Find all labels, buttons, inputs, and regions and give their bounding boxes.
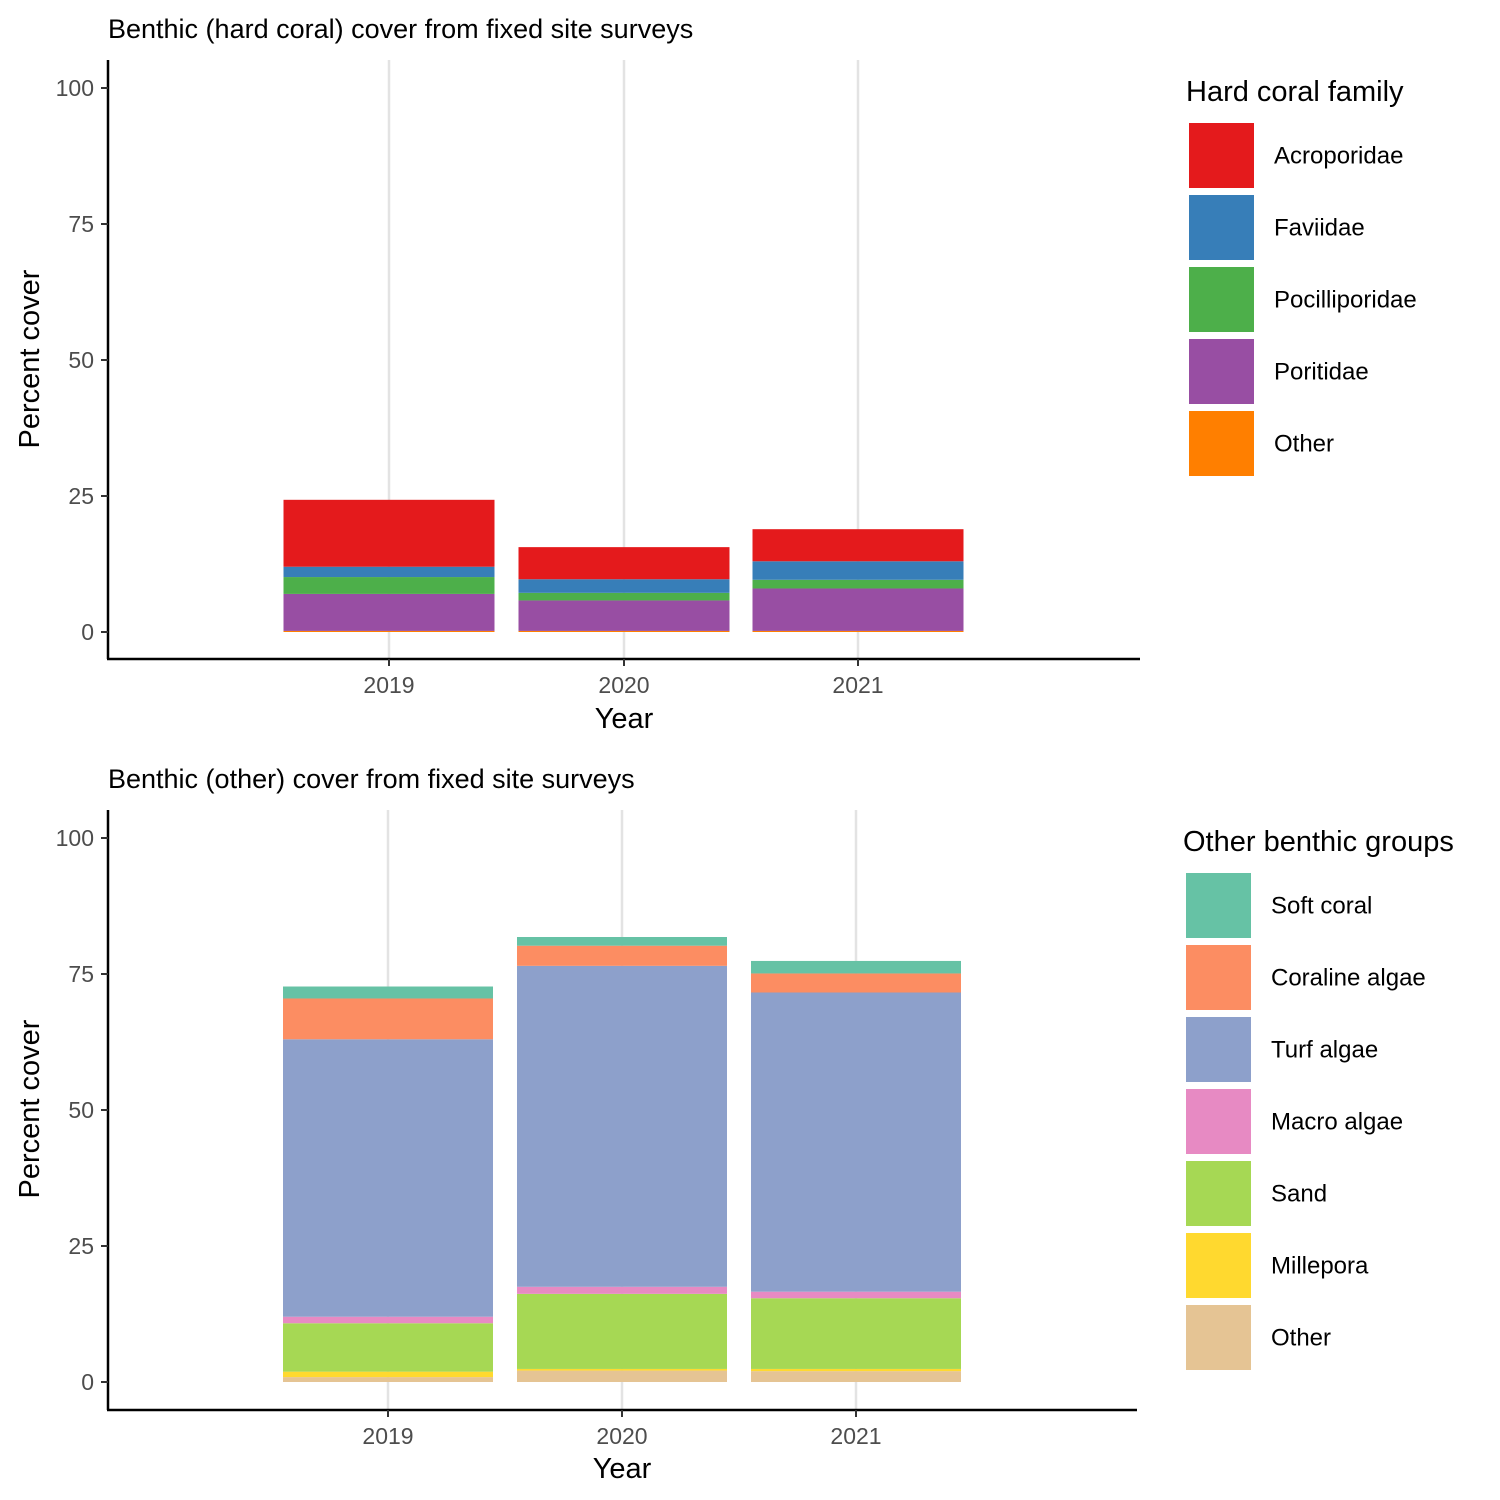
legend-key-soft-coral bbox=[1186, 873, 1251, 938]
bar-acroporidae-2021 bbox=[752, 529, 964, 562]
legend-label-millepora: Millepora bbox=[1271, 1253, 1369, 1280]
legend-items: Soft coral Coraline algae Turf algae Macro … bbox=[1186, 873, 1426, 1370]
bar-acroporidae-2020 bbox=[518, 547, 730, 580]
y-tick-label: 0 bbox=[81, 1369, 94, 1395]
bar-millepora-2019 bbox=[283, 1371, 493, 1378]
chart-title: Benthic (other) cover from fixed site su… bbox=[108, 764, 635, 794]
bar-faviidae-2021 bbox=[752, 561, 964, 580]
y-tick-label: 75 bbox=[68, 961, 94, 987]
y-axis-ticks: 0 25 50 75 100 bbox=[56, 825, 108, 1395]
x-tick-label: 2021 bbox=[832, 672, 883, 698]
bar-sand-2020 bbox=[517, 1293, 727, 1369]
legend: Other benthic groups Soft coral Coraline … bbox=[1183, 826, 1454, 1370]
legend-label-macro-algae: Macro algae bbox=[1271, 1109, 1403, 1136]
y-axis-title: Percent cover bbox=[14, 1019, 46, 1198]
bar-soft-coral-2020 bbox=[517, 937, 727, 946]
legend-key-sand bbox=[1186, 1161, 1251, 1226]
bar-millepora-2021 bbox=[751, 1368, 961, 1372]
legend-label-faviidae: Faviidae bbox=[1274, 215, 1365, 242]
other-benthic-chart: Benthic (other) cover from fixed site su… bbox=[14, 764, 1454, 1485]
legend-key-pocilliporidae bbox=[1189, 267, 1254, 332]
bar-poritidae-2019 bbox=[283, 593, 495, 631]
bar-other-2020 bbox=[517, 1370, 727, 1382]
bar-pocilliporidae-2020 bbox=[518, 592, 730, 601]
x-tick-label: 2019 bbox=[363, 672, 414, 698]
bar-other-2021 bbox=[751, 1371, 961, 1382]
bar-faviidae-2019 bbox=[283, 566, 495, 578]
bar-soft-coral-2019 bbox=[283, 986, 493, 999]
y-tick-label: 100 bbox=[56, 75, 94, 101]
x-axis-title: Year bbox=[593, 1453, 652, 1485]
y-axis-title: Percent cover bbox=[14, 269, 46, 448]
bar-other-2021 bbox=[752, 630, 964, 632]
legend-key-turf-algae bbox=[1186, 1017, 1251, 1082]
x-axis-ticks: 2019 2020 2021 bbox=[362, 1410, 882, 1449]
y-tick-label: 100 bbox=[56, 825, 94, 851]
bars bbox=[283, 937, 961, 1382]
chart-title: Benthic (hard coral) cover from fixed si… bbox=[108, 14, 693, 44]
bar-poritidae-2021 bbox=[752, 588, 964, 631]
y-tick-label: 0 bbox=[81, 619, 94, 645]
legend-title: Hard coral family bbox=[1186, 76, 1404, 108]
y-tick-label: 75 bbox=[68, 211, 94, 237]
bar-poritidae-2020 bbox=[518, 600, 730, 631]
legend-key-other bbox=[1186, 1305, 1251, 1370]
bar-pocilliporidae-2021 bbox=[752, 579, 964, 589]
legend-title: Other benthic groups bbox=[1183, 826, 1454, 858]
bar-soft-coral-2021 bbox=[751, 960, 961, 974]
bar-macro-algae-2019 bbox=[283, 1316, 493, 1324]
bar-other-2019 bbox=[283, 630, 495, 632]
bar-macro-algae-2021 bbox=[751, 1291, 961, 1299]
bar-faviidae-2020 bbox=[518, 579, 730, 593]
legend-items: Acroporidae Faviidae Pocilliporidae Poritid… bbox=[1189, 123, 1417, 476]
hard-coral-chart: Benthic (hard coral) cover from fixed si… bbox=[14, 14, 1417, 735]
legend-key-other bbox=[1189, 411, 1254, 476]
bar-turf-algae-2020 bbox=[517, 965, 727, 1287]
x-axis-ticks: 2019 2020 2021 bbox=[363, 659, 884, 698]
bar-macro-algae-2020 bbox=[517, 1286, 727, 1294]
x-axis-title: Year bbox=[595, 703, 654, 735]
bar-acroporidae-2019 bbox=[283, 499, 495, 567]
legend-key-millepora bbox=[1186, 1233, 1251, 1298]
bar-sand-2019 bbox=[283, 1323, 493, 1372]
y-tick-label: 25 bbox=[68, 483, 94, 509]
legend-key-poritidae bbox=[1189, 339, 1254, 404]
y-tick-label: 25 bbox=[68, 1233, 94, 1259]
bars bbox=[283, 499, 964, 632]
legend-label-acroporidae: Acroporidae bbox=[1274, 143, 1403, 170]
bar-coraline-algae-2020 bbox=[517, 945, 727, 966]
y-tick-label: 50 bbox=[68, 1097, 94, 1123]
legend-label-turf-algae: Turf algae bbox=[1271, 1037, 1378, 1064]
legend-label-soft-coral: Soft coral bbox=[1271, 893, 1372, 920]
legend-label-pocilliporidae: Pocilliporidae bbox=[1274, 287, 1417, 314]
legend-key-macro-algae bbox=[1186, 1089, 1251, 1154]
legend-label-other: Other bbox=[1271, 1325, 1331, 1352]
x-tick-label: 2020 bbox=[598, 672, 649, 698]
bar-coraline-algae-2021 bbox=[751, 973, 961, 993]
x-tick-label: 2021 bbox=[830, 1423, 881, 1449]
y-axis-ticks: 0 25 50 75 100 bbox=[56, 75, 108, 645]
legend-label-sand: Sand bbox=[1271, 1181, 1327, 1208]
legend: Hard coral family Acroporidae Faviidae Poc… bbox=[1186, 76, 1417, 476]
x-tick-label: 2019 bbox=[362, 1423, 413, 1449]
legend-key-coraline-algae bbox=[1186, 945, 1251, 1010]
bar-turf-algae-2019 bbox=[283, 1039, 493, 1317]
bar-millepora-2020 bbox=[517, 1368, 727, 1371]
bar-turf-algae-2021 bbox=[751, 992, 961, 1292]
legend-key-acroporidae bbox=[1189, 123, 1254, 188]
bar-other-2020 bbox=[518, 630, 730, 632]
legend-label-coraline-algae: Coraline algae bbox=[1271, 965, 1426, 992]
bar-pocilliporidae-2019 bbox=[283, 577, 495, 594]
legend-key-faviidae bbox=[1189, 195, 1254, 260]
legend-label-poritidae: Poritidae bbox=[1274, 359, 1369, 386]
x-tick-label: 2020 bbox=[596, 1423, 647, 1449]
bar-other-2019 bbox=[283, 1377, 493, 1382]
legend-label-other: Other bbox=[1274, 431, 1334, 458]
bar-sand-2021 bbox=[751, 1298, 961, 1369]
bar-coraline-algae-2019 bbox=[283, 998, 493, 1040]
y-tick-label: 50 bbox=[68, 347, 94, 373]
